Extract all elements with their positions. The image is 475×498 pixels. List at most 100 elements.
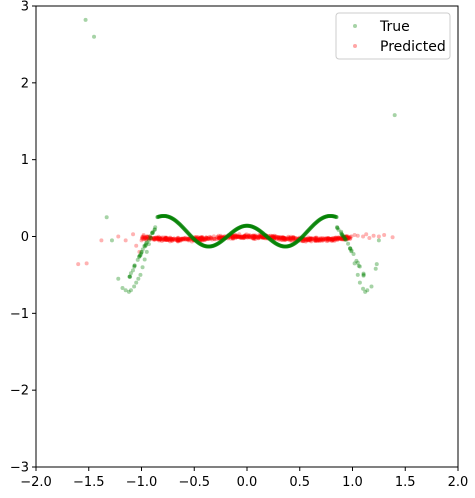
predicted-point <box>290 235 295 240</box>
predicted-point <box>325 237 330 242</box>
true-point <box>231 229 236 234</box>
predicted-point <box>294 238 299 243</box>
true-point <box>210 244 215 249</box>
predicted-point <box>204 235 209 240</box>
predicted-point <box>238 235 243 240</box>
predicted-point <box>222 236 227 241</box>
predicted-point <box>320 238 325 243</box>
true-point <box>215 241 220 246</box>
predicted-point <box>142 235 147 240</box>
true-point <box>162 213 167 218</box>
predicted-point <box>141 234 146 239</box>
true-point <box>231 229 236 234</box>
predicted-point <box>156 237 161 242</box>
true-point <box>180 224 185 229</box>
predicted-point <box>165 237 170 242</box>
predicted-point <box>147 234 152 239</box>
predicted-point <box>331 237 336 242</box>
predicted-point <box>253 235 258 240</box>
predicted-point <box>199 235 204 240</box>
true-point <box>230 230 235 235</box>
predicted-point <box>345 235 350 240</box>
predicted-point <box>309 239 314 244</box>
true-point <box>243 223 248 228</box>
predicted-point <box>198 235 203 240</box>
predicted-point <box>341 237 346 242</box>
predicted-point <box>204 235 209 240</box>
true-point <box>184 228 189 233</box>
true-point <box>268 237 273 242</box>
predicted-point <box>286 234 291 239</box>
predicted-point <box>217 235 222 240</box>
predicted-point <box>161 237 166 242</box>
predicted-point <box>390 235 395 240</box>
true-point <box>322 215 327 220</box>
predicted-point <box>319 237 324 242</box>
predicted-point <box>342 237 347 242</box>
predicted-point <box>295 238 300 243</box>
predicted-point <box>131 232 136 237</box>
true-point <box>252 225 257 230</box>
predicted-point <box>275 236 280 241</box>
predicted-point <box>307 236 312 241</box>
true-point <box>327 213 332 218</box>
true-point <box>293 241 298 246</box>
true-point <box>212 243 217 248</box>
legend-marker <box>353 44 357 48</box>
true-point <box>305 228 310 233</box>
predicted-point <box>193 236 198 241</box>
predicted-point <box>326 236 331 241</box>
predicted-point <box>268 235 273 240</box>
predicted-point <box>298 237 303 242</box>
predicted-point <box>182 236 187 241</box>
predicted-point <box>143 236 148 241</box>
predicted-point <box>333 236 338 241</box>
true-point <box>312 221 317 226</box>
predicted-point <box>343 236 348 241</box>
true-point <box>177 221 182 226</box>
true-point <box>251 225 256 230</box>
predicted-point <box>273 234 278 239</box>
true-point <box>123 288 128 293</box>
predicted-point <box>228 233 233 238</box>
true-point <box>304 230 309 235</box>
predicted-point <box>257 234 262 239</box>
predicted-point <box>308 238 313 243</box>
predicted-point <box>144 234 149 239</box>
predicted-point <box>280 235 285 240</box>
true-point <box>140 265 145 270</box>
true-point <box>277 243 282 248</box>
predicted-point <box>333 237 338 242</box>
predicted-point <box>157 237 162 242</box>
true-point <box>245 223 250 228</box>
predicted-point <box>159 235 164 240</box>
predicted-point <box>147 235 152 240</box>
true-point <box>177 222 182 227</box>
predicted-point <box>238 236 243 241</box>
true-point <box>189 235 194 240</box>
predicted-point <box>267 235 272 240</box>
predicted-point <box>148 237 153 242</box>
predicted-point <box>303 239 308 244</box>
predicted-point <box>328 236 333 241</box>
true-point <box>163 214 168 219</box>
predicted-point <box>188 236 193 241</box>
predicted-point <box>230 235 235 240</box>
true-point <box>246 223 251 228</box>
predicted-point <box>348 236 353 241</box>
true-point <box>193 238 198 243</box>
true-point <box>218 240 223 245</box>
predicted-point <box>242 234 247 239</box>
true-point <box>250 224 255 229</box>
true-point <box>152 227 157 232</box>
true-point <box>339 231 344 236</box>
predicted-point <box>215 235 220 240</box>
predicted-point <box>217 236 222 241</box>
predicted-point <box>329 236 334 241</box>
predicted-point <box>272 235 277 240</box>
true-point <box>202 243 207 248</box>
predicted-point <box>246 234 251 239</box>
predicted-point <box>339 237 344 242</box>
true-point <box>349 248 354 253</box>
predicted-point <box>206 237 211 242</box>
